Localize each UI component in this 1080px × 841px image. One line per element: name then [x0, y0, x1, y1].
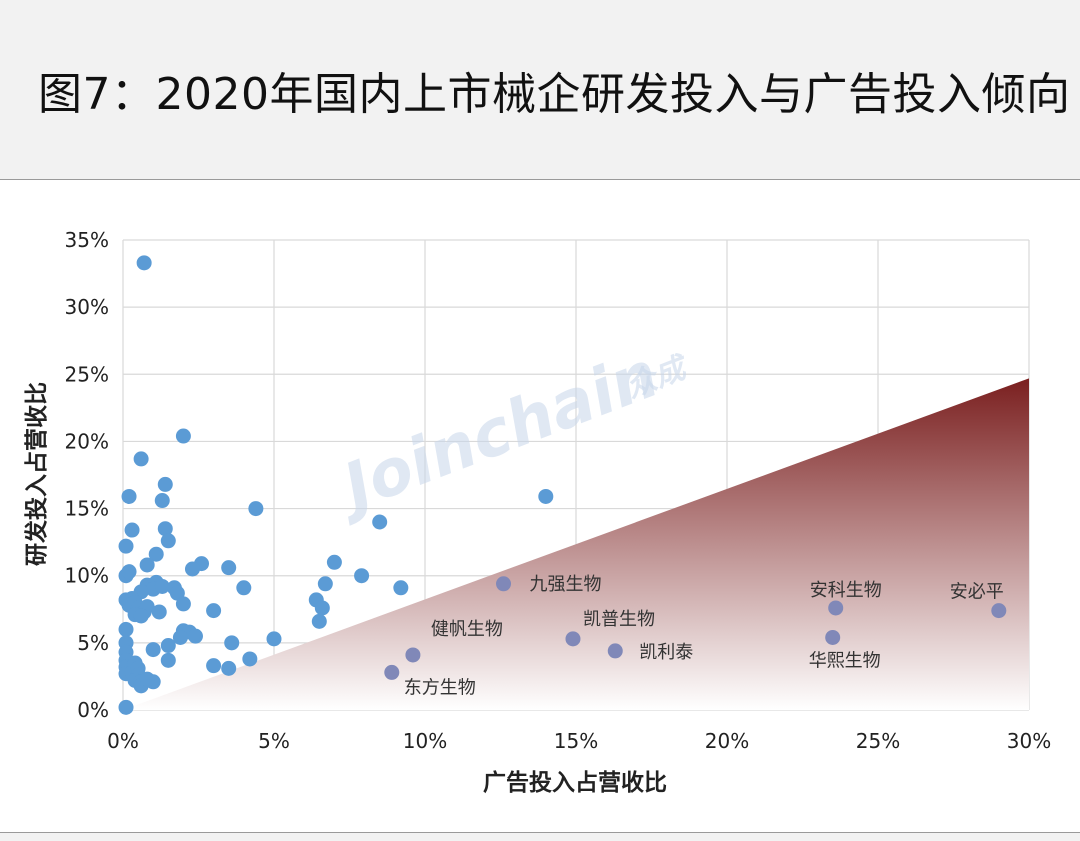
data-point [538, 488, 554, 504]
data-point [236, 580, 252, 596]
data-point [121, 564, 137, 580]
x-tick-label: 25% [856, 729, 900, 753]
data-point [118, 538, 134, 554]
y-tick-label: 5% [77, 631, 109, 655]
highlighted-data-point [991, 603, 1007, 619]
data-point [184, 561, 200, 577]
data-point [206, 603, 222, 619]
low-rd-shaded-region [123, 378, 1029, 710]
axis-ticks: 0% 5% 10% 15% 20% 25% 30% 0% 5% 10% 15% 20% 25% 30% 35… [65, 228, 1052, 753]
y-tick-label: 10% [65, 564, 109, 588]
highlighted-data-point [828, 600, 844, 616]
x-tick-label: 5% [258, 729, 290, 753]
data-point [148, 546, 164, 562]
data-point [266, 631, 282, 647]
x-tick-label: 10% [403, 729, 447, 753]
y-tick-label: 25% [65, 362, 109, 386]
data-point [393, 580, 409, 596]
point-label: 凯普生物 [583, 609, 655, 630]
data-point [133, 608, 149, 624]
data-point [160, 638, 176, 654]
highlighted-data-point [565, 631, 581, 647]
y-tick-label: 30% [65, 295, 109, 319]
y-tick-label: 15% [65, 497, 109, 521]
data-point [145, 642, 161, 658]
y-axis-title: 研发投入占营收比 [23, 382, 50, 566]
page-title: 图7：2020年国内上市械企研发投入与广告投入倾向 [38, 69, 1071, 120]
x-tick-label: 30% [1007, 729, 1051, 753]
data-point [151, 604, 167, 620]
highlighted-data-point [496, 576, 512, 592]
data-point [118, 621, 134, 637]
data-point [187, 628, 203, 644]
point-label: 安科生物 [810, 580, 882, 601]
data-point [354, 568, 370, 584]
data-point [175, 428, 191, 444]
watermark-text: Joinchain [324, 338, 668, 529]
data-point [317, 576, 333, 592]
highlighted-data-point [607, 643, 623, 659]
data-point [133, 451, 149, 467]
data-point [242, 651, 258, 667]
data-point [121, 488, 137, 504]
point-label: 安必平 [950, 582, 1004, 603]
data-point [154, 578, 170, 594]
data-points [118, 255, 1007, 715]
data-point [139, 557, 155, 573]
data-point [248, 501, 264, 517]
data-point [311, 613, 327, 629]
data-point [118, 699, 134, 715]
footer-bar [0, 832, 1080, 841]
data-point [157, 476, 173, 492]
watermark: Joinchain 众成 [324, 338, 695, 529]
x-tick-label: 20% [705, 729, 749, 753]
header-banner: 图7：2020年国内上市械企研发投入与广告投入倾向 [0, 0, 1080, 180]
point-label: 九强生物 [530, 574, 602, 595]
data-point [157, 521, 173, 537]
highlighted-data-point [405, 647, 421, 663]
y-tick-label: 0% [77, 698, 109, 722]
highlighted-data-point [384, 664, 400, 680]
y-tick-label: 20% [65, 429, 109, 453]
data-point [175, 596, 191, 612]
data-point [139, 671, 155, 687]
data-point [154, 493, 170, 509]
point-label: 凯利泰 [639, 642, 693, 663]
data-point [160, 533, 176, 549]
data-point [224, 635, 240, 651]
data-point [160, 652, 176, 668]
data-point [372, 514, 388, 530]
point-label: 健帆生物 [431, 619, 503, 640]
data-point [206, 658, 222, 674]
data-point [172, 629, 188, 645]
data-point [221, 660, 237, 676]
x-axis-title: 广告投入占营收比 [483, 769, 667, 796]
x-tick-label: 15% [554, 729, 598, 753]
highlighted-data-point [825, 629, 841, 645]
data-point [326, 554, 342, 570]
x-tick-label: 0% [107, 729, 139, 753]
data-point [314, 600, 330, 616]
point-label: 华熙生物 [809, 650, 881, 671]
data-point [221, 560, 237, 576]
data-point [124, 522, 140, 538]
y-tick-label: 35% [65, 228, 109, 252]
point-label: 东方生物 [404, 677, 476, 698]
data-point [136, 255, 152, 271]
